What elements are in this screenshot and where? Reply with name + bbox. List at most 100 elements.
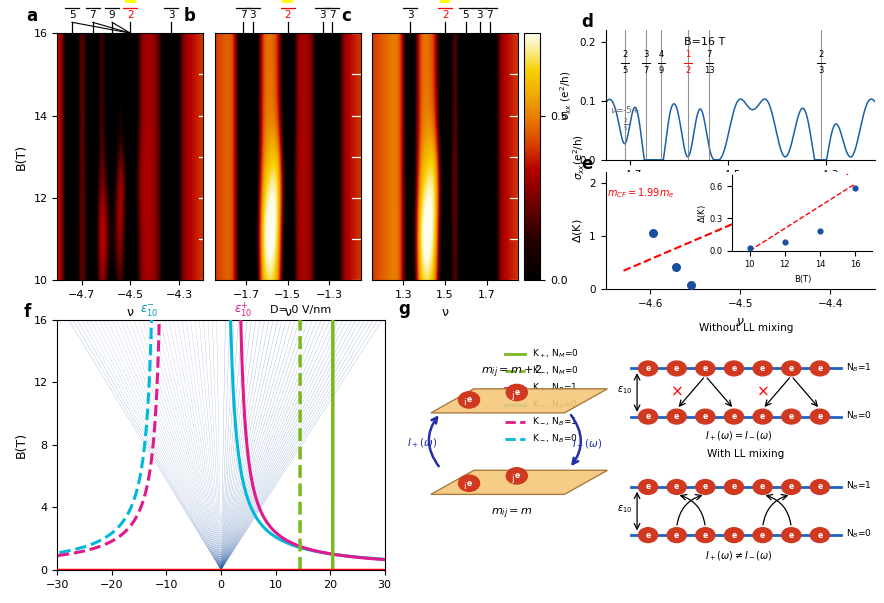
Text: e: e <box>731 412 736 421</box>
Polygon shape <box>431 470 607 494</box>
Circle shape <box>696 479 715 494</box>
Y-axis label: B(T): B(T) <box>15 432 28 458</box>
X-axis label: ν: ν <box>127 306 133 318</box>
Point <box>812 59 823 66</box>
Text: e: e <box>760 412 766 421</box>
Text: 7: 7 <box>329 10 336 20</box>
Text: Without LL mixing: Without LL mixing <box>698 323 793 333</box>
Circle shape <box>507 384 527 400</box>
Text: 5: 5 <box>69 10 75 20</box>
Text: 2: 2 <box>819 49 824 58</box>
Text: 3: 3 <box>319 10 326 20</box>
Text: N$_B$=1: N$_B$=1 <box>846 480 872 492</box>
Circle shape <box>725 479 743 494</box>
Text: 12: 12 <box>237 0 250 1</box>
Circle shape <box>811 528 829 543</box>
Text: $\times$: $\times$ <box>757 384 769 399</box>
Text: 4: 4 <box>319 0 326 1</box>
Text: $\epsilon_{10}^{+}$: $\epsilon_{10}^{+}$ <box>234 300 253 319</box>
Text: e: e <box>703 364 708 373</box>
Point <box>644 59 655 66</box>
Text: a: a <box>27 7 38 25</box>
Text: 7: 7 <box>486 10 493 20</box>
Text: 7: 7 <box>89 10 96 20</box>
Circle shape <box>725 409 743 424</box>
Text: g: g <box>398 300 409 318</box>
X-axis label: ν: ν <box>442 306 448 318</box>
Circle shape <box>459 392 479 408</box>
Text: e: e <box>674 364 679 373</box>
Text: e: e <box>674 482 679 491</box>
Text: 3: 3 <box>442 0 448 1</box>
Circle shape <box>753 409 773 424</box>
Text: $\times$: $\times$ <box>670 384 683 399</box>
Y-axis label: $\Delta$(K): $\Delta$(K) <box>571 218 583 243</box>
Text: e: e <box>818 412 822 421</box>
Circle shape <box>667 409 686 424</box>
Text: 5: 5 <box>476 0 484 1</box>
Text: $m_{ij}=m+2$: $m_{ij}=m+2$ <box>481 364 543 380</box>
Text: $\nu$=-5+: $\nu$=-5+ <box>611 104 641 115</box>
Text: e: e <box>818 531 822 540</box>
Text: N$_B$=1: N$_B$=1 <box>846 361 872 374</box>
Text: 8: 8 <box>462 0 469 1</box>
Point <box>796 182 811 192</box>
Text: 5: 5 <box>249 0 256 1</box>
Text: 9: 9 <box>109 10 116 20</box>
Text: e: e <box>760 531 766 540</box>
Circle shape <box>725 361 743 376</box>
Text: N$_B$=0: N$_B$=0 <box>846 409 873 422</box>
Point <box>652 59 663 66</box>
Circle shape <box>696 361 715 376</box>
Text: e: e <box>645 412 651 421</box>
Text: 32: 32 <box>86 0 99 1</box>
Point <box>679 59 690 66</box>
Text: e: e <box>703 412 708 421</box>
Text: 9: 9 <box>329 0 336 1</box>
Text: 3: 3 <box>285 0 291 1</box>
Text: 23: 23 <box>65 0 79 1</box>
Text: 7: 7 <box>240 10 247 20</box>
Text: c: c <box>341 7 351 25</box>
Circle shape <box>753 361 773 376</box>
Text: 5: 5 <box>622 66 628 75</box>
Point <box>700 59 711 66</box>
Circle shape <box>753 528 773 543</box>
Text: $\frac{2}{5}$: $\frac{2}{5}$ <box>622 117 629 133</box>
Text: e: e <box>645 531 651 540</box>
Text: 7: 7 <box>643 66 649 75</box>
Point <box>687 59 697 66</box>
Text: e: e <box>760 482 766 491</box>
Text: $m_{ij}=m$: $m_{ij}=m$ <box>492 506 533 520</box>
Text: 12: 12 <box>483 0 496 1</box>
Text: e: e <box>818 364 822 373</box>
Circle shape <box>781 409 801 424</box>
Text: j: j <box>511 391 514 400</box>
Point <box>708 59 719 66</box>
Text: e: e <box>789 412 794 421</box>
Text: 9: 9 <box>659 66 664 75</box>
Text: 2: 2 <box>442 10 448 20</box>
Text: 4: 4 <box>407 0 414 1</box>
X-axis label: $\nu$: $\nu$ <box>736 315 744 327</box>
Text: 3: 3 <box>407 10 414 20</box>
Text: 13: 13 <box>164 0 178 1</box>
Text: 2: 2 <box>622 49 628 58</box>
Circle shape <box>725 528 743 543</box>
Circle shape <box>753 479 773 494</box>
Circle shape <box>696 409 715 424</box>
Text: $I_+(\omega)$: $I_+(\omega)$ <box>407 437 437 450</box>
Text: e: e <box>760 364 766 373</box>
Circle shape <box>781 479 801 494</box>
Circle shape <box>638 361 658 376</box>
Text: $m_{CF}=1.99m_e$: $m_{CF}=1.99m_e$ <box>607 186 674 200</box>
Text: d: d <box>581 13 592 31</box>
Text: $\epsilon_{10}$: $\epsilon_{10}$ <box>617 385 632 396</box>
Point <box>819 59 830 66</box>
Circle shape <box>638 479 658 494</box>
Text: 3: 3 <box>819 66 824 75</box>
Text: i: i <box>463 482 466 491</box>
Circle shape <box>811 409 829 424</box>
Text: e: e <box>703 482 708 491</box>
Text: $I_+(\omega)=I_-(\omega)$: $I_+(\omega)=I_-(\omega)$ <box>705 429 773 443</box>
